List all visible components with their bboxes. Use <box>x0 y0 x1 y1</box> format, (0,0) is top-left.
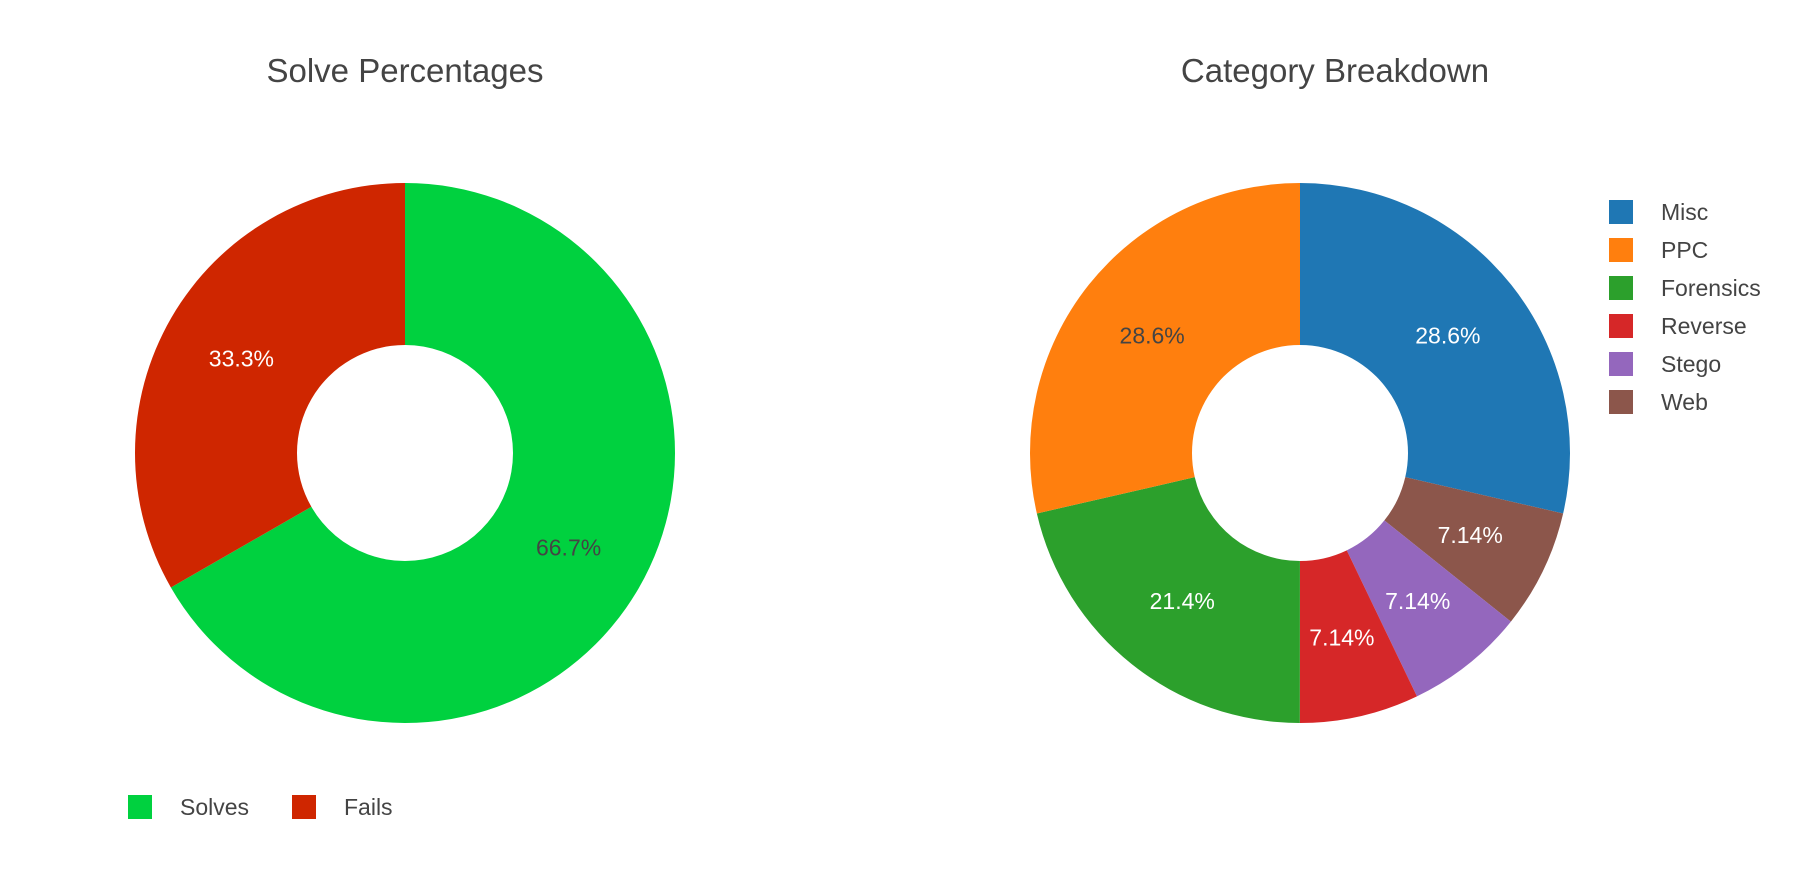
chart-title-solve-percentages: Solve Percentages <box>266 52 543 89</box>
slice-label-ppc: 28.6% <box>1120 322 1185 348</box>
legend-label-reverse: Reverse <box>1661 313 1747 339</box>
legend-label-web: Web <box>1661 389 1708 415</box>
category-breakdown-donut: 28.6% 7.14% 7.14% 7.14% 21.4% 28.6% <box>1030 183 1570 723</box>
legend-item-fails[interactable]: Fails <box>292 794 393 820</box>
legend-item-forensics[interactable]: Forensics <box>1609 275 1761 301</box>
slice-misc <box>1300 183 1570 514</box>
legend-label-misc: Misc <box>1661 199 1708 225</box>
legend-item-reverse[interactable]: Reverse <box>1609 313 1747 339</box>
legend-item-solves[interactable]: Solves <box>128 794 249 820</box>
slice-label-forensics: 21.4% <box>1150 588 1215 614</box>
legend-item-misc[interactable]: Misc <box>1609 199 1708 225</box>
legend-swatch-solves <box>128 795 152 819</box>
slice-label-stego: 7.14% <box>1385 588 1450 614</box>
legend-swatch-stego <box>1609 352 1633 376</box>
solve-percentages-donut: 66.7% 33.3% <box>135 183 676 723</box>
legend-item-web[interactable]: Web <box>1609 389 1708 415</box>
legend-label-ppc: PPC <box>1661 237 1708 263</box>
slice-forensics <box>1036 477 1300 723</box>
slice-label-web: 7.14% <box>1438 522 1503 548</box>
slice-label-reverse: 7.14% <box>1309 624 1374 650</box>
legend-swatch-forensics <box>1609 276 1633 300</box>
slice-label-solves: 66.7% <box>536 535 601 561</box>
slice-solves <box>170 183 676 723</box>
legend-swatch-web <box>1609 390 1633 414</box>
chart-title-category-breakdown: Category Breakdown <box>1181 52 1489 89</box>
category-breakdown-legend: Misc PPC Forensics Reverse Stego Web <box>1609 199 1761 415</box>
legend-label-stego: Stego <box>1661 351 1721 377</box>
legend-swatch-reverse <box>1609 314 1633 338</box>
legend-label-fails: Fails <box>344 794 393 820</box>
slice-stego <box>1346 520 1511 697</box>
solve-percentages-legend: Solves Fails <box>128 794 393 820</box>
slice-reverse <box>1299 550 1417 723</box>
slice-label-fails: 33.3% <box>209 345 274 371</box>
legend-label-solves: Solves <box>180 794 249 820</box>
legend-swatch-fails <box>292 795 316 819</box>
legend-item-ppc[interactable]: PPC <box>1609 237 1708 263</box>
legend-swatch-ppc <box>1609 238 1633 262</box>
legend-label-forensics: Forensics <box>1661 275 1761 301</box>
slice-fails <box>135 183 405 588</box>
slice-ppc <box>1030 183 1300 514</box>
slice-label-misc: 28.6% <box>1415 322 1480 348</box>
legend-swatch-misc <box>1609 200 1633 224</box>
slice-web <box>1384 477 1564 622</box>
legend-item-stego[interactable]: Stego <box>1609 351 1721 377</box>
